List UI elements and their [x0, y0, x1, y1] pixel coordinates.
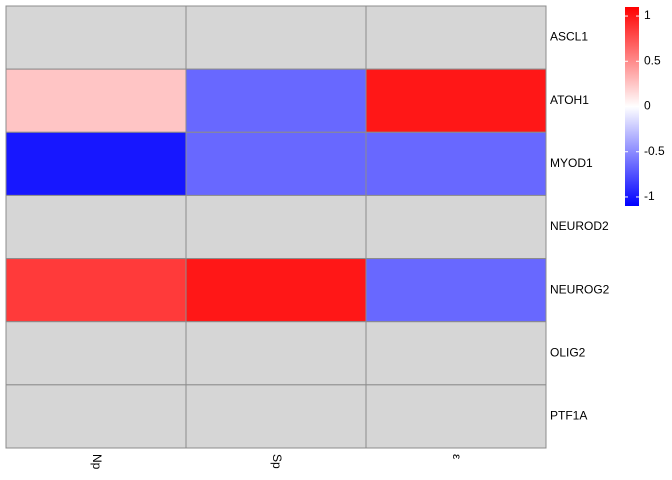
legend-tick-label: -0.5 — [644, 144, 665, 158]
row-label-neurog2: NEUROG2 — [550, 282, 610, 296]
heatmap-cell-myod1-2 — [185, 131, 367, 196]
column-label-2: Sp — [270, 454, 284, 469]
legend-ticks: 1 0.5 0 -0.5 -1 — [625, 8, 665, 203]
heatmap-cell-neurod2-3 — [365, 194, 547, 260]
heatmap-cell-neurod2-2 — [185, 194, 367, 260]
row-label-atoh1: ATOH1 — [550, 93, 589, 107]
heatmap-cell-ascl1-2 — [185, 5, 367, 70]
heatmap-cell-neurog2-1 — [5, 258, 187, 323]
heatmap-cell-atoh1-3 — [365, 68, 547, 133]
heatmap-cell-neurog2-2 — [185, 258, 367, 323]
row-label-neurod2: NEUROD2 — [550, 219, 609, 233]
legend-colorbar — [625, 7, 639, 206]
heatmap-cell-ascl1-3 — [365, 5, 547, 70]
heatmap-cell-olig2-1 — [5, 321, 187, 386]
column-label-3: ε — [450, 454, 464, 460]
heatmap-cell-atoh1-2 — [185, 68, 367, 133]
heatmap-cell-neurod2-1 — [5, 194, 187, 260]
heatmap-cell-myod1-3 — [365, 131, 547, 196]
legend-tick-label: -1 — [644, 189, 655, 203]
heatmap-cell-olig2-2 — [185, 321, 367, 386]
heatmap-cell-neurog2-3 — [365, 258, 547, 323]
color-legend: 1 0.5 0 -0.5 -1 — [625, 7, 665, 206]
heatmap-cell-atoh1-1 — [5, 68, 187, 133]
row-label-myod1: MYOD1 — [550, 156, 593, 170]
column-label-1: Np — [90, 454, 104, 470]
heatmap-cell-ptf1a-3 — [365, 384, 547, 449]
heatmap-cell-myod1-1 — [5, 131, 187, 196]
heatmap-cells — [5, 5, 547, 449]
legend-tick-label: 0.5 — [644, 53, 661, 67]
heatmap-cell-ptf1a-1 — [5, 384, 187, 449]
row-label-ascl1: ASCL1 — [550, 30, 588, 44]
column-labels: Np Sp ε — [90, 454, 464, 470]
heatmap-cell-ptf1a-2 — [185, 384, 367, 449]
row-labels: ASCL1 ATOH1 MYOD1 NEUROD2 NEUROG2 OLIG2 PTF1A — [550, 30, 610, 423]
row-label-ptf1a: PTF1A — [550, 409, 587, 423]
heatmap-cell-olig2-3 — [365, 321, 547, 386]
legend-tick-label: 0 — [644, 99, 651, 113]
heatmap-cell-ascl1-1 — [5, 5, 187, 70]
legend-tick-label: 1 — [644, 8, 651, 22]
row-label-olig2: OLIG2 — [550, 345, 586, 359]
